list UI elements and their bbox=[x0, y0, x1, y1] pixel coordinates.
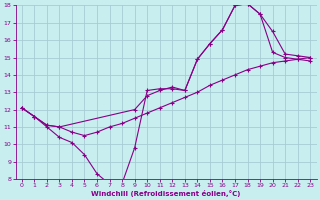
X-axis label: Windchill (Refroidissement éolien,°C): Windchill (Refroidissement éolien,°C) bbox=[91, 190, 241, 197]
